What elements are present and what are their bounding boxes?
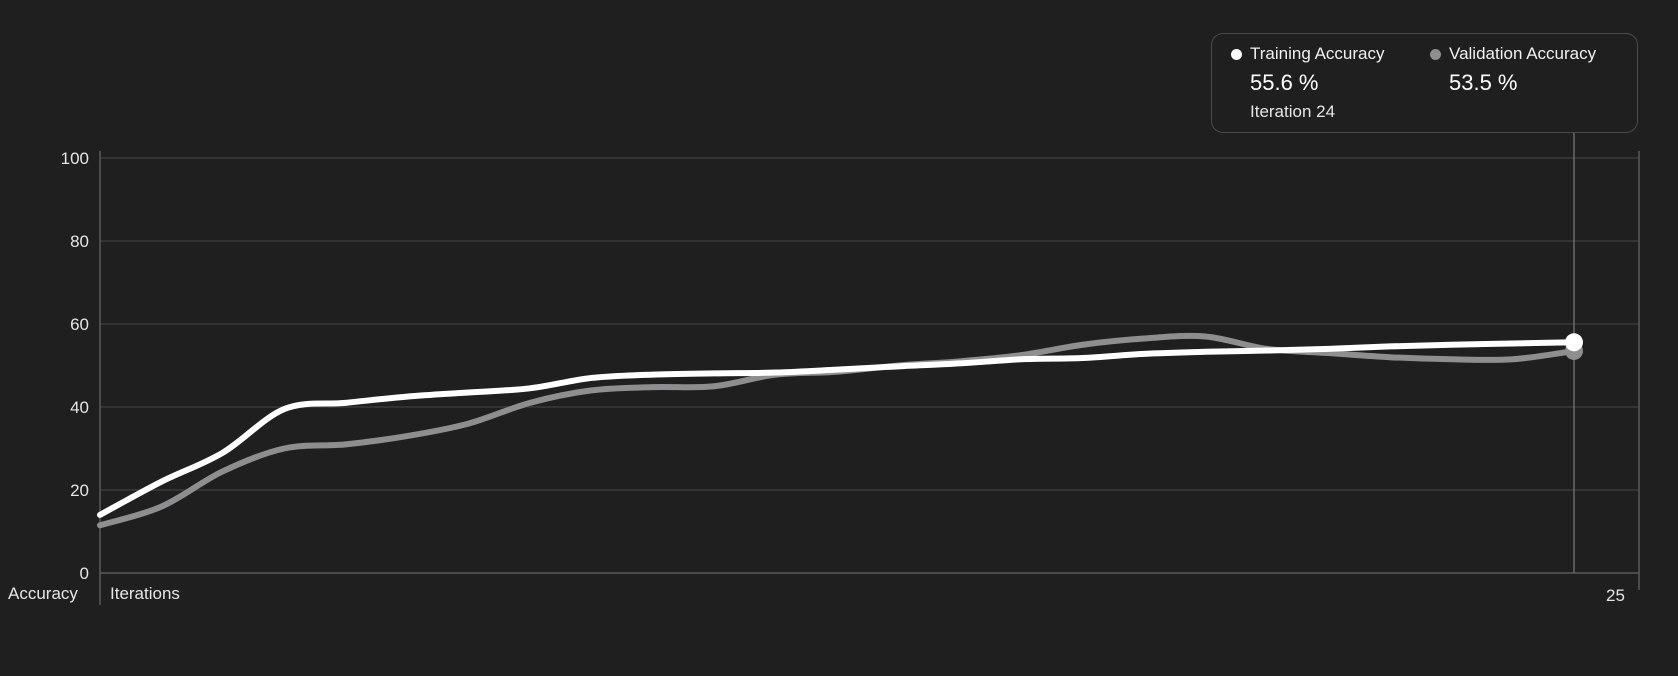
y-tick-60: 60 — [70, 315, 89, 334]
training-legend-dot — [1231, 48, 1242, 60]
x-tick-label: 25 — [1606, 586, 1625, 605]
y-axis-label: Accuracy — [8, 584, 78, 603]
tooltip-training: Training Accuracy 55.6 % Iteration 24 — [1231, 44, 1384, 122]
tooltip-validation-name: Validation Accuracy — [1449, 44, 1597, 63]
hover-markers — [1565, 333, 1583, 360]
y-tick-0: 0 — [80, 564, 89, 583]
y-axis-ticks: 0 20 40 60 80 100 — [61, 149, 89, 583]
tooltip-validation: Validation Accuracy 53.5 % — [1430, 44, 1596, 96]
tooltip-validation-value: 53.5 % — [1449, 70, 1518, 95]
marker-training-accuracy — [1565, 333, 1583, 352]
validation-legend-dot — [1430, 48, 1441, 60]
x-axis-label: Iterations — [110, 584, 180, 603]
grid-lines — [99, 151, 1640, 605]
series-line-training-accuracy — [97, 339, 1577, 518]
series-line-validation-accuracy — [97, 332, 1577, 529]
y-tick-20: 20 — [70, 481, 89, 500]
tooltip-training-name: Training Accuracy — [1250, 44, 1385, 63]
y-tick-100: 100 — [61, 149, 89, 168]
tooltip-training-value: 55.6 % — [1250, 70, 1319, 95]
y-tick-80: 80 — [70, 232, 89, 251]
series-lines — [97, 332, 1577, 529]
y-tick-40: 40 — [70, 398, 89, 417]
hover-tooltip: Training Accuracy 55.6 % Iteration 24 Va… — [1211, 33, 1638, 133]
tooltip-iteration: Iteration 24 — [1250, 102, 1336, 121]
